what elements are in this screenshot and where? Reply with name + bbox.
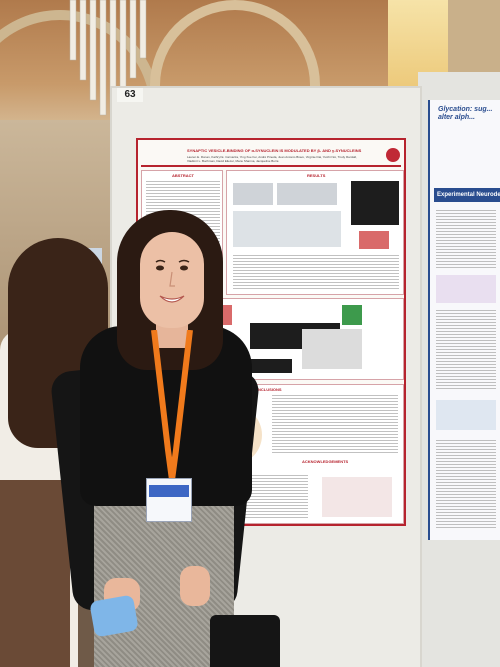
results-figure bbox=[277, 183, 337, 205]
poster-title: SYNAPTIC VESICLE-BINDING OF α-SYNUCLEIN … bbox=[187, 148, 362, 153]
poster-authors: Lauren E. Ronan, Kathryl E. Carnazza, Yi… bbox=[187, 155, 357, 163]
results-text bbox=[233, 255, 399, 291]
abstract-label: ABSTRACT bbox=[172, 173, 194, 178]
black-bag bbox=[210, 615, 280, 667]
conclusions-label: CONCLUSIONS bbox=[252, 387, 282, 392]
name-badge-band bbox=[149, 485, 189, 497]
poster-right-text-3 bbox=[436, 440, 496, 530]
results-label: RESULTS bbox=[307, 173, 326, 178]
chandelier bbox=[69, 0, 147, 116]
face-mask bbox=[89, 594, 139, 638]
poster-right-figure bbox=[436, 275, 496, 303]
poster-right-text-2 bbox=[436, 310, 496, 390]
attendee-left-trousers bbox=[0, 480, 70, 667]
poster-right-figure-2 bbox=[436, 400, 496, 430]
results-figure bbox=[302, 329, 362, 369]
results-section-top: RESULTS bbox=[226, 170, 404, 295]
results-figure bbox=[233, 183, 273, 205]
acknowledgements-label: ACKNOWLEDGEMENTS bbox=[302, 459, 349, 464]
poster-right-section-band: Experimental Neurodegenerati... bbox=[434, 188, 500, 202]
poster-right: Glycation: sug... alter alph... Experime… bbox=[428, 100, 500, 540]
university-logo bbox=[386, 148, 400, 162]
poster-right-title: Glycation: sug... alter alph... bbox=[438, 106, 493, 121]
results-figure bbox=[342, 305, 362, 325]
microscopy-figure bbox=[351, 181, 399, 225]
name-badge bbox=[146, 478, 192, 522]
presenter-facial-features bbox=[155, 259, 190, 303]
bar-chart-figure bbox=[359, 231, 389, 249]
board-number: 63 bbox=[117, 88, 143, 102]
poster-right-text bbox=[436, 210, 496, 270]
schematic-figure bbox=[322, 477, 392, 517]
orange-lanyard bbox=[151, 330, 193, 480]
conclusions-text bbox=[272, 395, 398, 455]
results-figure bbox=[233, 211, 341, 247]
presenter-face bbox=[140, 232, 204, 328]
presenter-right-hand bbox=[180, 566, 210, 606]
poster-header: SYNAPTIC VESICLE-BINDING OF α-SYNUCLEIN … bbox=[141, 143, 401, 167]
